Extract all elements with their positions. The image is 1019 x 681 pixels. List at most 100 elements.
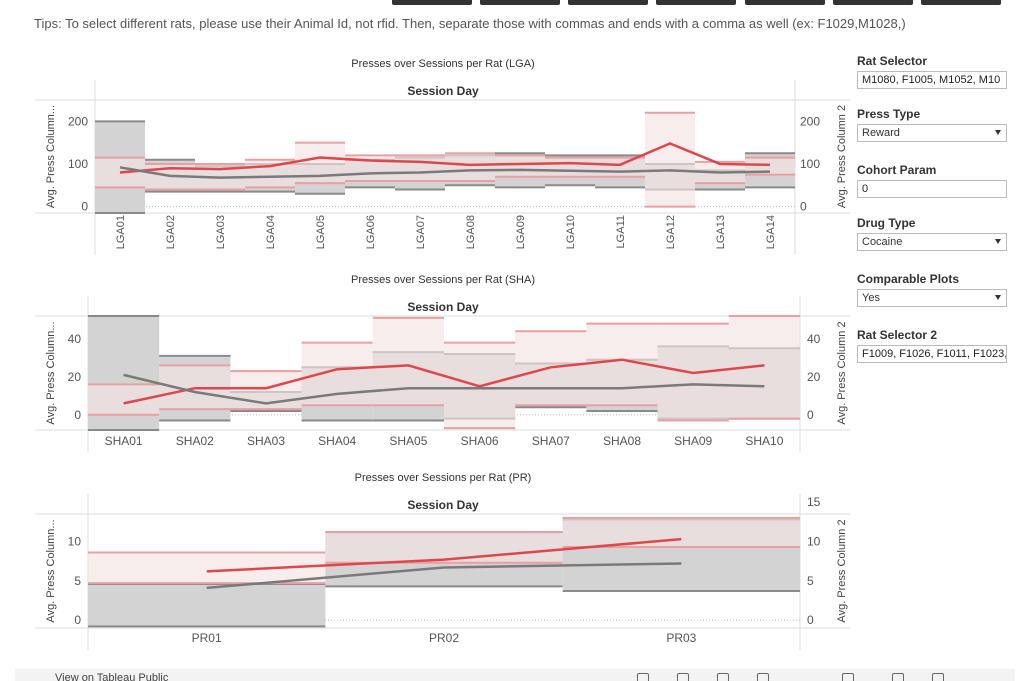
cohort-param-input[interactable]: 0: [857, 180, 1007, 198]
y-axis-title-left-2: Avg. Press Column...: [45, 519, 57, 622]
session-day-header-pr: Session Day: [407, 498, 479, 512]
drug-type-value: Cocaine: [862, 236, 903, 248]
band-pink-SHA04: [301, 342, 373, 406]
left-tick-label-0-0: 0: [81, 200, 88, 214]
category-label-LGA04: LGA04: [265, 215, 277, 249]
category-label-LGA06: LGA06: [365, 215, 377, 249]
rat-selector-2-label: Rat Selector 2: [857, 328, 938, 342]
right-tick-label-0-100: 100: [800, 157, 820, 171]
download-icon[interactable]: [892, 673, 904, 681]
fullscreen-icon[interactable]: [932, 673, 944, 681]
chevron-down-icon: [995, 130, 1001, 135]
right-tick-label-2-10: 10: [807, 535, 821, 549]
right-tick-label-2-15: 15: [807, 495, 821, 509]
right-tick-label-0-0: 0: [800, 200, 807, 214]
comparable-plots-label: Comparable Plots: [857, 272, 960, 286]
cohort-param-label: Cohort Param: [857, 163, 937, 177]
chevron-down-icon: [995, 239, 1001, 244]
chart-title-sha: Presses over Sessions per Rat (SHA): [350, 274, 536, 286]
band-pink-LGA11: [595, 157, 645, 177]
rat-selector-2-input[interactable]: F1009, F1026, F1011, F1023,: [857, 345, 1007, 363]
band-pink-SHA05: [372, 317, 444, 406]
category-label-LGA10: LGA10: [565, 215, 577, 249]
y-axis-title-left-1: Avg. Press Column...: [45, 321, 57, 424]
left-tick-label-2-5: 5: [74, 574, 81, 588]
category-label-SHA04: SHA04: [318, 434, 356, 448]
right-tick-label-1-40: 40: [807, 332, 821, 346]
category-label-SHA09: SHA09: [674, 434, 712, 448]
footer-toolbar: View on Tableau Public: [15, 669, 1015, 681]
band-pink-LGA09: [495, 155, 545, 177]
category-label-SHA03: SHA03: [247, 434, 285, 448]
category-label-LGA08: LGA08: [465, 215, 477, 249]
footer-text[interactable]: View on Tableau Public: [55, 672, 169, 681]
category-label-LGA09: LGA09: [515, 215, 527, 249]
category-label-LGA11: LGA11: [615, 215, 627, 248]
category-label-LGA05: LGA05: [315, 215, 327, 249]
redo-icon[interactable]: [677, 673, 689, 681]
category-label-LGA02: LGA02: [165, 215, 177, 249]
toolbar-button-6[interactable]: [833, 0, 913, 5]
toolbar-button-5[interactable]: [745, 0, 825, 5]
left-tick-label-2-0: 0: [74, 613, 81, 627]
drug-type-label: Drug Type: [857, 216, 916, 230]
category-label-SHA01: SHA01: [105, 434, 143, 448]
grey-series-line-1: [123, 373, 765, 405]
category-label-SHA06: SHA06: [461, 434, 499, 448]
category-label-PR02: PR02: [429, 631, 459, 645]
band-pink-PR03: [562, 517, 800, 548]
press-type-dropdown[interactable]: Reward: [857, 124, 1007, 142]
drug-type-dropdown[interactable]: Cocaine: [857, 233, 1007, 251]
category-label-LGA07: LGA07: [415, 215, 427, 249]
left-tick-label-1-0: 0: [74, 408, 81, 422]
category-label-PR01: PR01: [192, 631, 222, 645]
chart-lga: LGA01 LGA02 LGA03 LGA04 LGA05 LGA06 LGA07 LGA08…: [35, 80, 850, 650]
left-tick-label-0-200: 200: [68, 114, 88, 128]
band-pink-SHA01: [88, 384, 160, 415]
toolbar-button-2[interactable]: [480, 0, 560, 5]
press-type-label: Press Type: [857, 107, 921, 121]
category-label-LGA12: LGA12: [665, 215, 677, 249]
y-axis-title-left-0: Avg. Press Column...: [45, 105, 57, 208]
comparable-plots-dropdown[interactable]: Yes: [857, 289, 1007, 307]
band-pink-LGA14: [745, 157, 795, 175]
band-pink-LGA07: [395, 155, 445, 182]
right-tick-label-0-200: 200: [800, 114, 820, 128]
forward-icon[interactable]: [757, 673, 769, 681]
red-series-line-0: [119, 142, 771, 174]
toolbar-button-4[interactable]: [656, 0, 736, 5]
y-axis-title-right-1: Avg. Press Column 2: [836, 321, 848, 424]
left-tick-label-0-100: 100: [68, 157, 88, 171]
toolbar-button-7[interactable]: [921, 0, 1001, 5]
category-label-LGA13: LGA13: [715, 215, 727, 249]
toolbar-button-3[interactable]: [568, 0, 648, 5]
tips-text: Tips: To select different rats, please u…: [34, 16, 906, 31]
toolbar-button-1[interactable]: [392, 0, 472, 5]
grey-series-line-0: [119, 166, 771, 179]
band-grey-PR01: [88, 583, 326, 627]
revert-icon[interactable]: [717, 673, 729, 681]
left-tick-label-1-40: 40: [68, 332, 82, 346]
category-label-PR03: PR03: [666, 631, 696, 645]
category-label-SHA08: SHA08: [603, 434, 641, 448]
category-label-SHA10: SHA10: [745, 434, 783, 448]
y-axis-title-right-2: Avg. Press Column 2: [836, 519, 848, 622]
red-series-line-1: [123, 358, 765, 405]
band-pink-LGA08: [445, 153, 495, 182]
press-type-value: Reward: [862, 127, 900, 139]
band-pink-LGA12: [645, 112, 695, 207]
right-tick-label-1-20: 20: [807, 370, 821, 384]
undo-icon[interactable]: [637, 673, 649, 681]
session-day-header-lga: Session Day: [407, 84, 479, 98]
rat-selector-input[interactable]: M1080, F1005, M1052, M10: [857, 71, 1007, 89]
rat-selector-label: Rat Selector: [857, 54, 928, 68]
left-tick-label-2-10: 10: [68, 535, 82, 549]
right-tick-label-2-0: 0: [807, 613, 814, 627]
left-tick-label-1-20: 20: [68, 370, 82, 384]
comparable-plots-value: Yes: [862, 292, 880, 304]
right-tick-label-1-0: 0: [807, 408, 814, 422]
chevron-down-icon: [995, 295, 1001, 300]
share-icon[interactable]: [842, 673, 854, 681]
red-series-line-2: [206, 537, 682, 573]
category-label-SHA07: SHA07: [532, 434, 570, 448]
